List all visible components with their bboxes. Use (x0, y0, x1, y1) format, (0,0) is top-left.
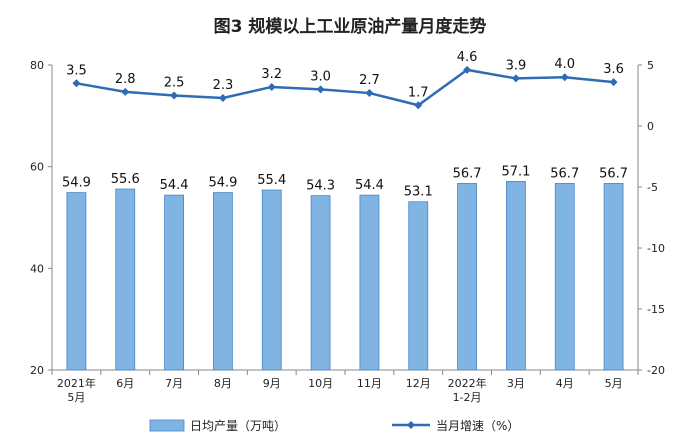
line-series (72, 65, 618, 110)
line-value-label: 2.8 (115, 72, 136, 87)
bar-value-label: 54.4 (160, 178, 189, 193)
bar-value-label: 54.9 (62, 176, 91, 191)
x-axis-tick-label: 5月 (67, 391, 85, 404)
line-value-label: 3.6 (603, 62, 624, 77)
line-point (121, 87, 130, 96)
bar (310, 195, 331, 371)
bar-series (66, 181, 624, 371)
line-point (511, 74, 520, 83)
line-point (463, 65, 472, 74)
bar-value-label: 54.9 (208, 176, 237, 191)
bar-value-label: 55.6 (111, 172, 140, 187)
legend-line-label: 当月增速（%） (436, 419, 519, 433)
right-axis-tick-label: -5 (647, 181, 658, 194)
line-value-label: 3.2 (261, 67, 282, 82)
left-axis-tick-label: 80 (30, 59, 44, 72)
line-point (560, 73, 569, 82)
left-axis-tick-label: 60 (30, 161, 44, 174)
x-axis-tick-label: 8月 (214, 377, 232, 390)
left-axis-tick-label: 40 (30, 262, 44, 275)
line-value-label: 4.0 (554, 57, 575, 72)
bar (359, 194, 380, 371)
legend-line-marker (407, 421, 415, 429)
x-axis-tick-label: 10月 (308, 377, 333, 390)
line-value-label: 4.6 (457, 50, 478, 65)
x-axis-tick-label: 2022年 (448, 376, 487, 390)
right-axis-tick-label: -20 (647, 364, 665, 377)
line-value-label: 2.3 (213, 78, 234, 93)
bar-value-label: 54.4 (355, 178, 384, 193)
x-axis-tick-label: 2021年 (57, 376, 96, 390)
chart-title: 图3 规模以上工业原油产量月度走势 (214, 16, 487, 37)
legend-bar-swatch (149, 419, 185, 432)
bar-value-label: 56.7 (550, 166, 579, 181)
bar (66, 192, 87, 371)
line-point (609, 78, 618, 87)
bar (457, 183, 477, 371)
bar (408, 201, 429, 371)
line-point (414, 101, 423, 110)
right-axis-tick-label: 5 (647, 59, 654, 72)
line-point (218, 93, 227, 102)
line-value-label: 2.5 (164, 76, 185, 91)
bar (506, 181, 526, 371)
bar-value-label: 53.1 (404, 185, 433, 200)
x-axis-tick-label: 1-2月 (453, 391, 482, 404)
x-axis-tick-label: 12月 (406, 377, 431, 390)
bar-value-label: 57.1 (501, 164, 530, 179)
x-axis-tick-label: 6月 (116, 377, 134, 390)
bar-value-label: 56.7 (599, 166, 628, 181)
line-point (72, 79, 81, 88)
line-point (365, 89, 374, 98)
line-value-label: 3.5 (66, 63, 87, 78)
bar-value-label: 54.3 (306, 179, 335, 194)
line-point (316, 85, 325, 94)
line-point (267, 82, 276, 91)
legend-bar-label: 日均产量（万吨） (190, 419, 286, 433)
bar (554, 183, 575, 371)
right-axis-tick-label: 0 (647, 120, 654, 133)
line-value-label: 3.0 (310, 69, 331, 84)
line-value-label: 1.7 (408, 85, 429, 100)
bar-value-label: 55.4 (257, 173, 286, 188)
x-axis-tick-label: 9月 (263, 377, 281, 390)
x-axis-tick-label: 4月 (556, 377, 574, 390)
bar (213, 192, 233, 371)
right-axis-tick-label: -10 (647, 242, 665, 255)
data-labels: 54.9 55.6 54.4 54.9 55.4 54.3 54.4 53.1 56.7 57.1… (62, 50, 628, 200)
growth-line (76, 68, 614, 107)
left-axis-tick-label: 20 (30, 364, 44, 377)
chart-legend: 日均产量（万吨） 当月增速（%） (149, 419, 519, 433)
bar (164, 194, 184, 371)
line-point (170, 91, 179, 100)
bar (261, 189, 282, 371)
line-value-label: 2.7 (359, 73, 380, 88)
line-value-label: 3.9 (506, 58, 527, 73)
bar (603, 183, 624, 371)
x-axis-tick-label: 11月 (357, 377, 382, 390)
x-axis-tick-label: 3月 (507, 377, 525, 390)
x-axis-tick-label: 5月 (605, 377, 623, 390)
x-axis-tick-label: 7月 (165, 377, 183, 390)
right-axis-tick-label: -15 (647, 303, 665, 316)
bar-value-label: 56.7 (453, 166, 482, 181)
bar (115, 188, 136, 371)
